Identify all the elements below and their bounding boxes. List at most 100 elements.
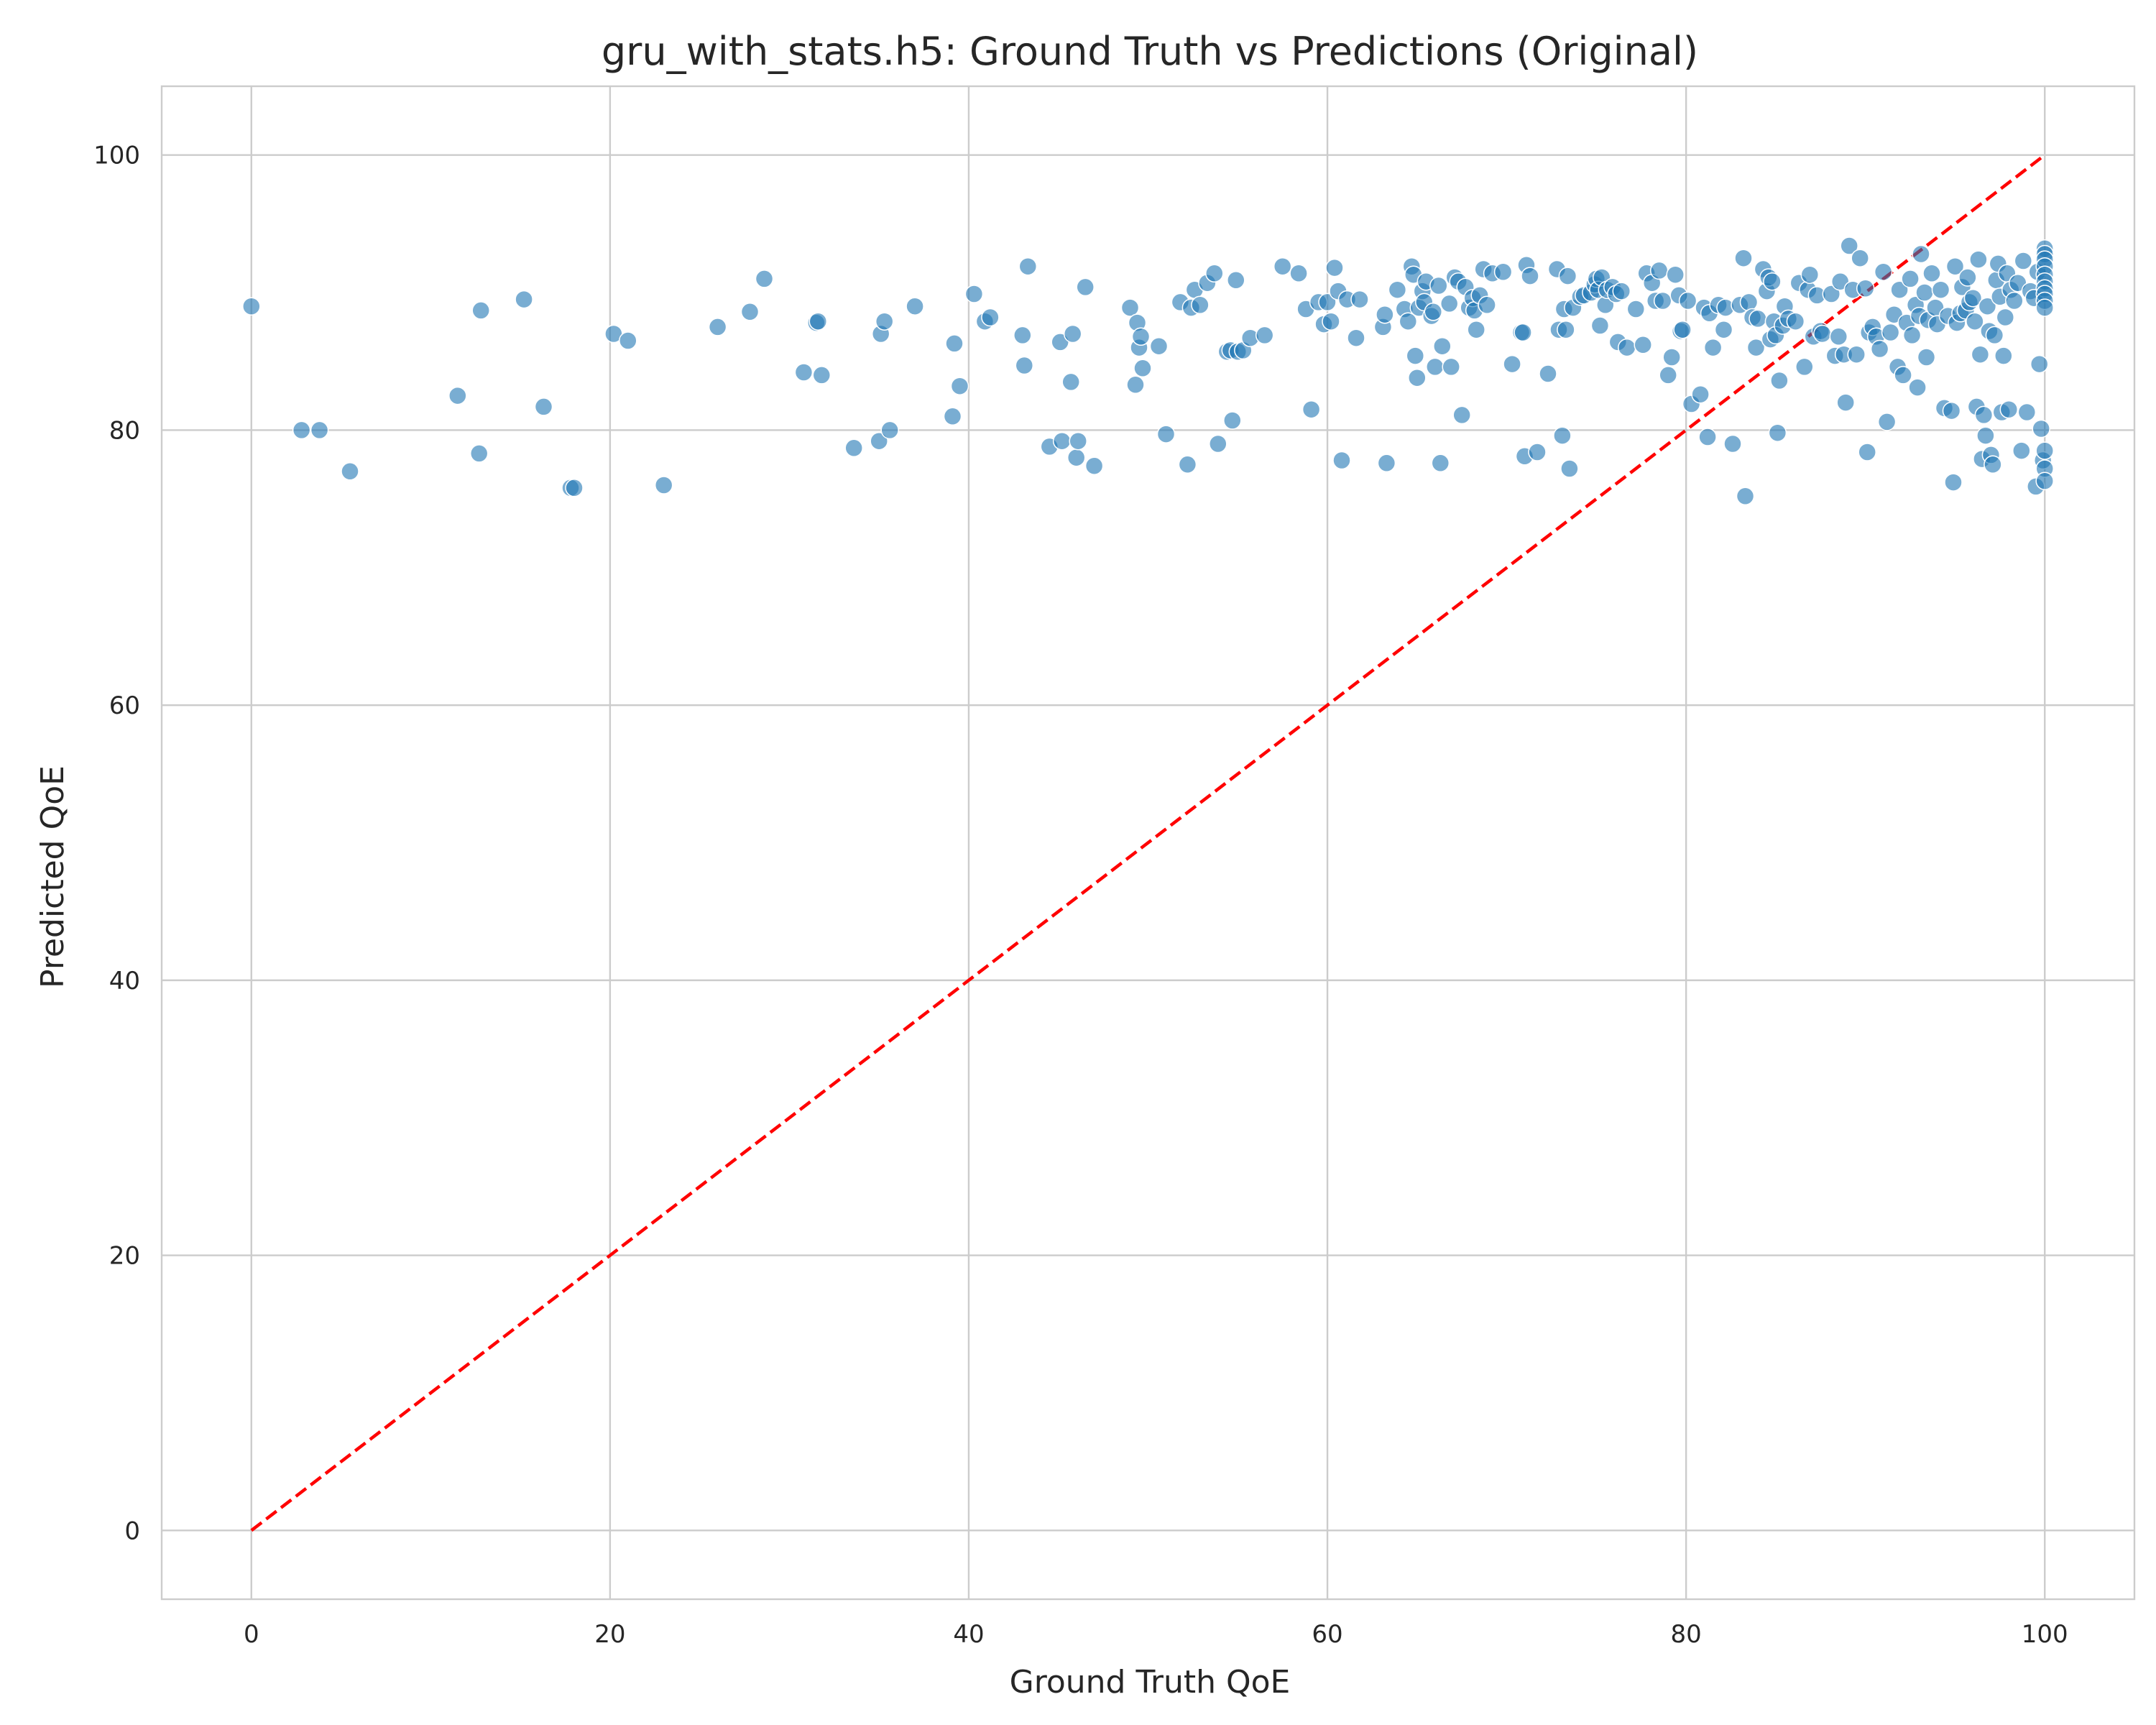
data-point [1076, 277, 1095, 297]
data-point [1133, 359, 1152, 378]
data-point [1429, 276, 1448, 295]
data-point [708, 318, 727, 336]
data-point [1514, 323, 1532, 342]
data-point [870, 431, 888, 451]
data-point [1858, 443, 1876, 461]
data-point [1908, 378, 1927, 397]
data-point [1942, 401, 1961, 420]
data-point [2014, 252, 2033, 270]
data-point [1521, 267, 1539, 285]
data-point [1902, 326, 1922, 345]
data-point [2012, 441, 2031, 460]
data-point [794, 363, 814, 382]
data-point [1734, 249, 1753, 267]
data-point [1870, 339, 1889, 359]
data-point [1999, 400, 2019, 419]
data-point [1467, 320, 1485, 339]
data-point [1376, 305, 1394, 324]
data-point [1678, 291, 1697, 310]
y-tick-label: 20 [109, 1242, 140, 1271]
data-point [1332, 451, 1351, 470]
data-point [1084, 456, 1104, 475]
data-point [1063, 324, 1082, 344]
data-point [1131, 327, 1151, 346]
data-point [1347, 328, 1365, 347]
data-point [1590, 316, 1610, 335]
data-point [1255, 326, 1274, 345]
x-tick-label: 20 [594, 1620, 625, 1649]
data-point [1931, 280, 1950, 299]
data-point [1840, 236, 1858, 255]
data-point [1915, 283, 1934, 302]
data-point [1149, 336, 1169, 356]
y-tick-labels: 0 20 40 60 80 100 [93, 142, 140, 1546]
data-point [1205, 264, 1224, 283]
data-point [1013, 326, 1032, 345]
data-point [1770, 371, 1789, 390]
data-point [2030, 354, 2049, 374]
data-point [1736, 487, 1755, 506]
data-point [1626, 300, 1646, 318]
data-point [1763, 272, 1782, 291]
data-point [1478, 295, 1496, 315]
data-point [964, 285, 984, 303]
data-point [1945, 257, 1965, 276]
data-point [1052, 431, 1072, 451]
data-point [1653, 291, 1672, 310]
data-point [1881, 323, 1900, 342]
data-point [619, 331, 637, 350]
data-point [1539, 364, 1557, 383]
data-point [1890, 280, 1909, 299]
x-tick-label: 0 [244, 1620, 259, 1649]
data-point [292, 420, 311, 440]
data-point [1388, 280, 1407, 299]
data-point [1822, 285, 1841, 303]
data-point [1795, 357, 1814, 377]
data-point [1698, 428, 1717, 446]
data-point [875, 312, 894, 331]
data-point [1958, 268, 1977, 287]
data-point [1659, 366, 1677, 385]
data-point [1944, 473, 1963, 492]
y-tick-label: 100 [93, 142, 140, 170]
data-point [1426, 357, 1445, 377]
data-point [1971, 345, 1990, 364]
data-point [1994, 346, 2013, 365]
data-point [1969, 250, 1988, 269]
data-point [1723, 434, 1742, 454]
data-point [943, 407, 962, 426]
data-point [1069, 431, 1087, 451]
x-tick-label: 60 [1312, 1620, 1342, 1649]
data-point [1067, 448, 1086, 467]
x-tick-label: 80 [1671, 1620, 1702, 1649]
data-point [1424, 303, 1443, 321]
data-point [1178, 455, 1197, 474]
data-point [341, 462, 359, 481]
x-tick-label: 40 [953, 1620, 984, 1649]
data-point [844, 438, 863, 458]
data-point [1978, 297, 1997, 316]
data-point [1399, 312, 1418, 331]
data-point [565, 479, 584, 497]
data-point [1302, 400, 1321, 419]
x-tick-labels: 0 20 40 60 80 100 [244, 1620, 2068, 1649]
data-point [1894, 366, 1912, 385]
data-point [1800, 265, 1820, 284]
data-point [1829, 327, 1848, 346]
data-point [1553, 426, 1572, 445]
y-tick-label: 80 [109, 416, 140, 445]
data-point [1408, 368, 1427, 387]
data-point [1431, 454, 1450, 473]
data-point [1786, 312, 1805, 331]
data-point [1974, 405, 1994, 425]
data-point [1746, 338, 1766, 357]
data-point [1714, 320, 1733, 339]
data-point [1673, 320, 1692, 339]
x-axis-label: Ground Truth QoE [1010, 1664, 1291, 1701]
data-point [1917, 348, 1936, 367]
data-point [755, 270, 774, 288]
data-point [1223, 411, 1242, 430]
data-point [242, 297, 261, 316]
